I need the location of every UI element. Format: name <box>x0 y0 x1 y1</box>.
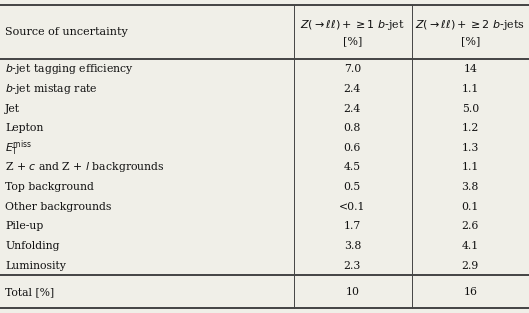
Text: $Z(\rightarrow \ell\ell) + \geq 2\ b$-jets
[%]: $Z(\rightarrow \ell\ell) + \geq 2\ b$-je… <box>415 18 525 46</box>
Text: Other backgrounds: Other backgrounds <box>5 202 112 212</box>
Text: 10: 10 <box>345 287 359 297</box>
Text: 0.8: 0.8 <box>344 123 361 133</box>
Text: 3.8: 3.8 <box>344 241 361 251</box>
Text: 1.1: 1.1 <box>462 84 479 94</box>
Text: $E_{\mathrm{T}}^{\mathrm{miss}}$: $E_{\mathrm{T}}^{\mathrm{miss}}$ <box>5 138 32 158</box>
Text: 0.1: 0.1 <box>462 202 479 212</box>
Text: 3.8: 3.8 <box>462 182 479 192</box>
Text: $b$-jet mistag rate: $b$-jet mistag rate <box>5 82 98 96</box>
Text: 14: 14 <box>463 64 477 74</box>
Text: $Z(\rightarrow \ell\ell) + \geq 1\ b$-jet
[%]: $Z(\rightarrow \ell\ell) + \geq 1\ b$-je… <box>300 18 405 46</box>
Text: 1.1: 1.1 <box>462 162 479 172</box>
Text: 4.5: 4.5 <box>344 162 361 172</box>
Text: 4.1: 4.1 <box>462 241 479 251</box>
Text: 5.0: 5.0 <box>462 104 479 114</box>
Text: Source of uncertainty: Source of uncertainty <box>5 27 128 37</box>
Text: <0.1: <0.1 <box>339 202 366 212</box>
Text: 2.4: 2.4 <box>344 84 361 94</box>
Text: 2.3: 2.3 <box>344 261 361 271</box>
Text: Luminosity: Luminosity <box>5 261 66 271</box>
Text: 2.6: 2.6 <box>462 221 479 231</box>
Text: Z + $c$ and Z + $l$ backgrounds: Z + $c$ and Z + $l$ backgrounds <box>5 161 165 174</box>
Text: 7.0: 7.0 <box>344 64 361 74</box>
Text: 2.9: 2.9 <box>462 261 479 271</box>
Text: $b$-jet tagging efficiency: $b$-jet tagging efficiency <box>5 62 134 76</box>
Text: Pile-up: Pile-up <box>5 221 44 231</box>
Text: Lepton: Lepton <box>5 123 44 133</box>
Text: 1.7: 1.7 <box>344 221 361 231</box>
Text: 0.6: 0.6 <box>344 143 361 153</box>
Text: 0.5: 0.5 <box>344 182 361 192</box>
Text: 1.3: 1.3 <box>462 143 479 153</box>
Text: Total [%]: Total [%] <box>5 287 54 297</box>
Text: Top background: Top background <box>5 182 94 192</box>
Text: 2.4: 2.4 <box>344 104 361 114</box>
Text: Jet: Jet <box>5 104 20 114</box>
Text: 16: 16 <box>463 287 477 297</box>
Text: Unfolding: Unfolding <box>5 241 60 251</box>
Text: 1.2: 1.2 <box>462 123 479 133</box>
